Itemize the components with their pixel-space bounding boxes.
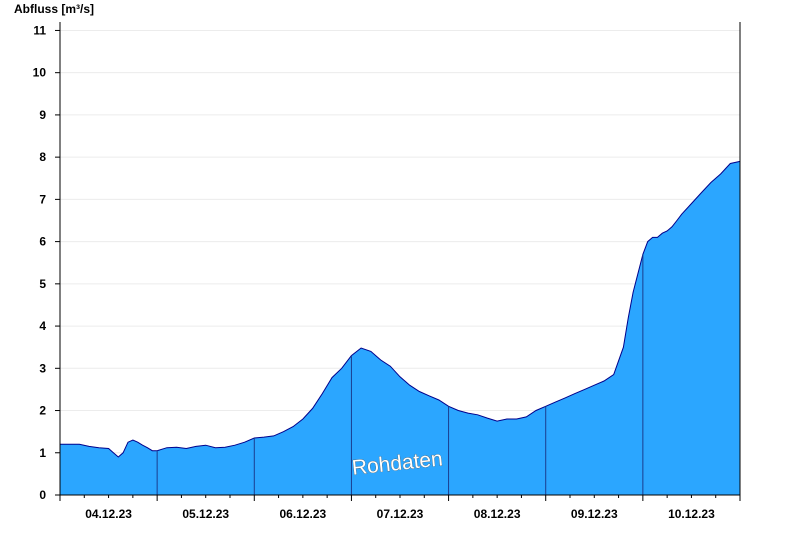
discharge-area — [60, 161, 740, 495]
y-tick-label-1: 1 — [39, 446, 46, 460]
x-ticks: 04.12.23 05.12.23 06.12.23 07.12.23 08.12.23… — [59, 495, 741, 521]
x-tick-label-09.12.23: 09.12.23 — [571, 507, 618, 521]
x-tick-label-06.12.23: 06.12.23 — [279, 507, 326, 521]
x-tick-label-05.12.23: 05.12.23 — [182, 507, 229, 521]
y-tick-label-11: 11 — [33, 23, 46, 37]
y-tick-label-0: 0 — [39, 488, 46, 502]
x-tick-label-04.12.23: 04.12.23 — [85, 507, 132, 521]
y-tick-label-7: 7 — [39, 192, 46, 206]
y-tick-label-8: 8 — [39, 150, 46, 164]
y-tick-label-2: 2 — [39, 404, 46, 418]
y-ticks: 0 1 2 3 4 5 6 7 8 9 10 11 — [33, 23, 60, 502]
y-tick-label-3: 3 — [39, 361, 46, 375]
x-tick-label-08.12.23: 08.12.23 — [474, 507, 521, 521]
grid-lines — [60, 29, 740, 454]
day-boundaries — [156, 254, 644, 495]
y-tick-label-9: 9 — [39, 108, 46, 122]
data-area — [60, 160, 741, 495]
discharge-line — [60, 160, 741, 458]
x-tick-label-07.12.23: 07.12.23 — [377, 507, 424, 521]
y-tick-label-6: 6 — [39, 235, 46, 249]
y-tick-label-10: 10 — [33, 66, 47, 80]
x-tick-label-10.12.23: 10.12.23 — [668, 507, 715, 521]
y-tick-label-5: 5 — [39, 277, 46, 291]
y-axis-label: Abfluss [m³/s] — [14, 2, 94, 16]
y-tick-label-4: 4 — [39, 319, 46, 333]
